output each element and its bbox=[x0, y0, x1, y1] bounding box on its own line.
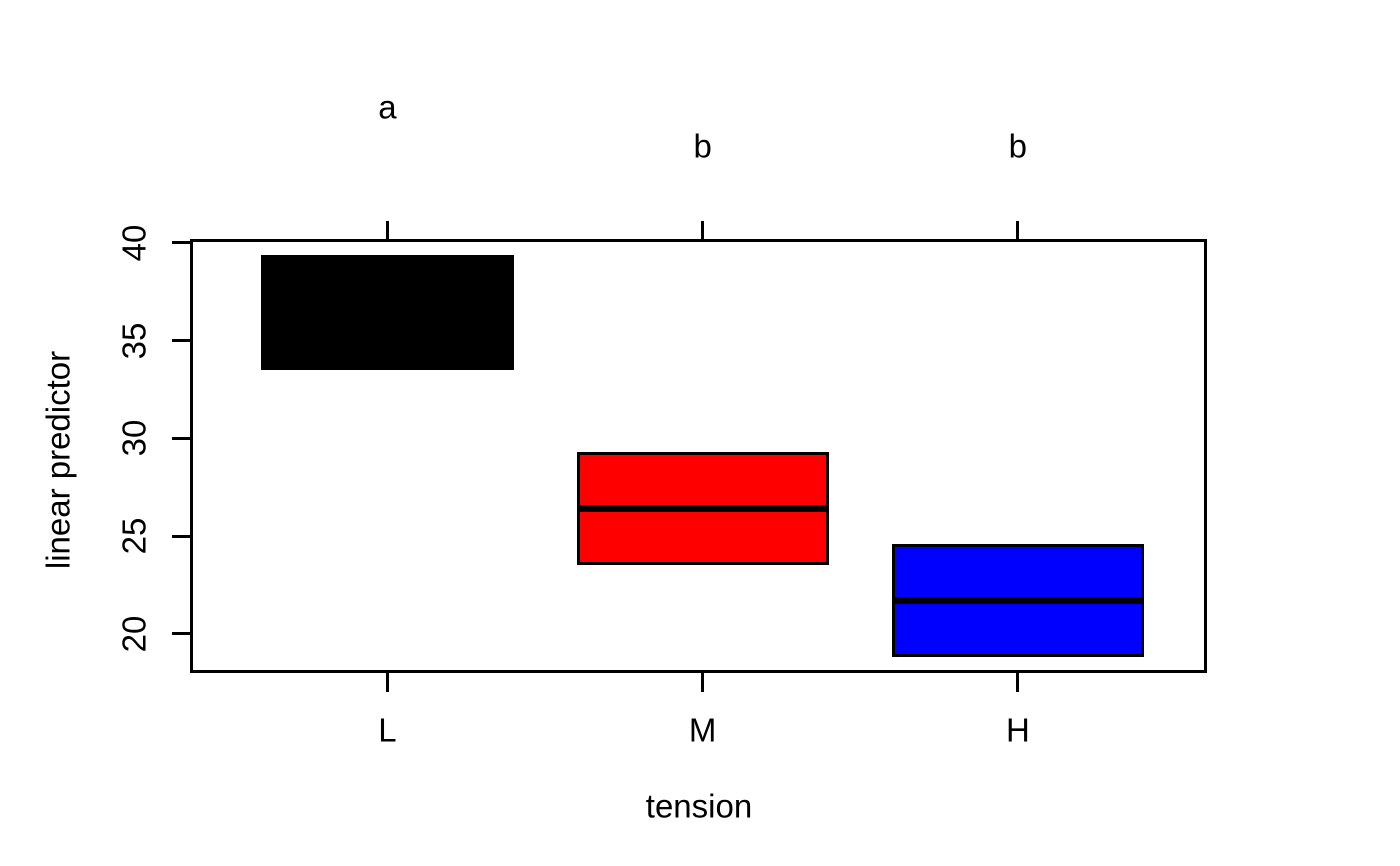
y-tick bbox=[172, 436, 192, 440]
y-tick-label: 25 bbox=[115, 517, 153, 555]
y-tick-label: 30 bbox=[115, 420, 153, 457]
x-tick-top bbox=[701, 221, 705, 241]
y-tick bbox=[172, 632, 192, 636]
x-tick-bottom bbox=[1016, 672, 1020, 692]
y-tick bbox=[172, 534, 192, 538]
x-tick-top bbox=[1016, 221, 1020, 241]
estimate-line-L bbox=[264, 309, 511, 317]
estimate-line-H bbox=[894, 597, 1141, 605]
cld-letter-M: b bbox=[693, 127, 712, 165]
cld-letter-H: b bbox=[1008, 127, 1028, 165]
y-tick bbox=[172, 241, 192, 245]
y-tick-label: 35 bbox=[115, 322, 153, 360]
x-tick-bottom bbox=[385, 672, 389, 692]
y-tick-label: 40 bbox=[115, 224, 153, 262]
y-tick bbox=[172, 339, 192, 343]
y-axis-title: linear predictor bbox=[39, 350, 77, 570]
y-tick-label: 20 bbox=[115, 615, 153, 653]
x-tick-label: H bbox=[1005, 711, 1030, 749]
cld-letter-L: a bbox=[378, 88, 397, 126]
x-tick-top bbox=[385, 221, 389, 241]
estimate-line-M bbox=[579, 505, 826, 513]
x-tick-label: L bbox=[378, 711, 397, 749]
x-axis-title: tension bbox=[645, 787, 753, 825]
x-tick-label: M bbox=[688, 711, 717, 749]
x-tick-bottom bbox=[701, 672, 705, 692]
